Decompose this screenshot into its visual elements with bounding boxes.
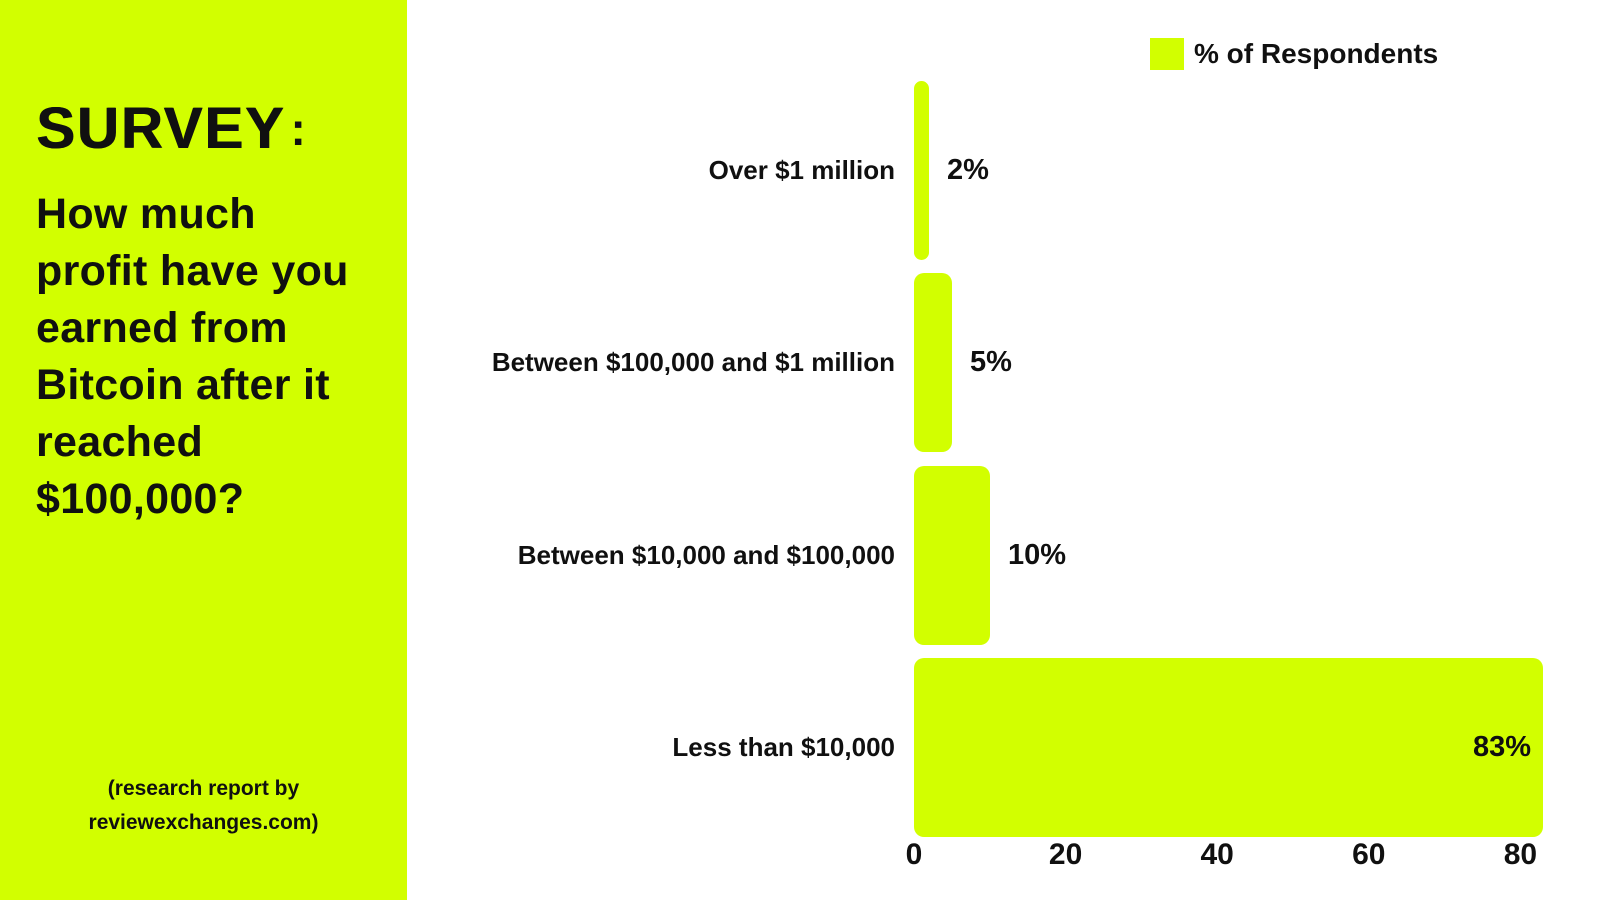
legend-swatch-icon [1150, 38, 1184, 70]
legend-label: % of Respondents [1194, 38, 1439, 69]
x-axis-tick-label: 20 [1048, 838, 1083, 871]
survey-question-line: profit have you [36, 247, 349, 295]
survey-footer-line: reviewexchanges.com) [88, 811, 319, 834]
bar-category-label: Between $10,000 and $100,000 [517, 540, 895, 570]
x-axis-tick-label: 40 [1200, 838, 1234, 871]
survey-question-line: $100,000? [36, 475, 245, 523]
bar-value-label: 10% [1008, 539, 1067, 571]
survey-question-line: Bitcoin after it [36, 361, 330, 409]
bar-category-label: Over $1 million [708, 155, 895, 185]
survey-title-colon: : [290, 103, 306, 155]
chart-legend: % of Respondents [1150, 38, 1438, 70]
survey-panel: SURVEY: How much profit have you earned fr… [0, 0, 407, 900]
x-axis-tick-label: 60 [1352, 838, 1386, 871]
survey-question: How much profit have you earned from Bitcoi… [36, 186, 387, 528]
bar [914, 81, 929, 260]
survey-title: SURVEY: [36, 95, 387, 162]
survey-question-line: reached [36, 418, 204, 466]
survey-title-word: SURVEY [36, 96, 286, 161]
bar [914, 658, 1543, 837]
bar [914, 273, 952, 452]
bar-value-label: 2% [947, 154, 989, 186]
x-axis-tick-label: 80 [1503, 838, 1538, 871]
bar-category-label: Less than $10,000 [672, 732, 895, 762]
survey-question-line: How much [36, 190, 256, 238]
bar-category-label: Between $100,000 and $1 million [491, 347, 895, 377]
survey-footer-line: (research report by [107, 777, 300, 800]
bar [914, 466, 990, 645]
survey-footer: (research report by reviewexchanges.com) [0, 772, 407, 840]
bar-value-label: 5% [970, 346, 1012, 378]
x-axis-tick-label: 0 [905, 838, 923, 871]
survey-question-line: earned from [36, 304, 288, 352]
bar-value-label: 83% [1472, 731, 1531, 763]
